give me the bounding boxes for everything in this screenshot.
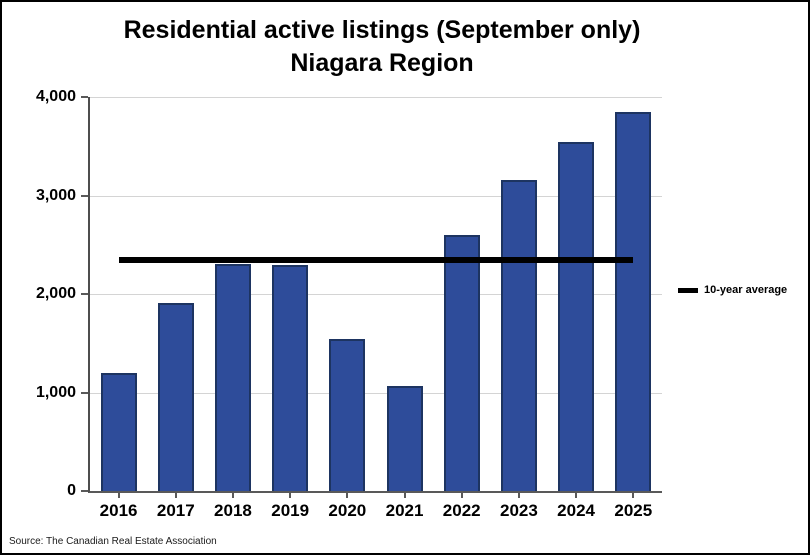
x-tick-2019 xyxy=(289,491,292,498)
bar-2016 xyxy=(100,372,137,491)
y-tick-label-0: 0 xyxy=(67,482,76,499)
x-tick-2023 xyxy=(517,491,520,498)
x-tick-label-2025: 2025 xyxy=(614,501,653,520)
bar-2018 xyxy=(214,264,251,491)
x-tick-2025 xyxy=(632,491,635,498)
chart-title: Residential active listings (September o… xyxy=(32,14,732,79)
y-tick-1000 xyxy=(81,391,88,394)
y-tick-label-2000: 2,000 xyxy=(35,285,76,302)
gridline-2000 xyxy=(90,294,662,295)
x-tick-label-2018: 2018 xyxy=(214,501,252,520)
x-axis-ticks xyxy=(90,491,662,498)
x-tick-label-2022: 2022 xyxy=(442,501,481,520)
average-line-legend-label: 10-year average xyxy=(704,284,788,296)
x-tick-label-2019: 2019 xyxy=(271,501,310,520)
legend: 10-year average xyxy=(678,284,787,296)
average-line xyxy=(118,256,634,263)
x-tick-label-2023: 2023 xyxy=(499,501,538,520)
x-tick-2021 xyxy=(403,491,406,498)
gridline-4000 xyxy=(90,97,662,98)
bar-2023 xyxy=(500,180,537,491)
x-tick-label-2017: 2017 xyxy=(156,501,195,520)
plot-area: 0 1,000 2,000 3,000 4,000 2016 2017 2018 2019 20… xyxy=(36,88,662,520)
bar-2024 xyxy=(558,142,595,491)
x-tick-label-2021: 2021 xyxy=(385,501,424,520)
chart-title-line1: Residential active listings (September o… xyxy=(123,16,641,44)
bar-2021 xyxy=(386,385,423,491)
bar-2022 xyxy=(443,234,480,491)
x-axis-labels: 2016 2017 2018 2019 2020 2021 2022 2023 2024 2025 xyxy=(90,501,662,521)
x-tick-label-2020: 2020 xyxy=(328,501,367,520)
bar-2020 xyxy=(329,338,366,491)
x-tick-2018 xyxy=(231,491,234,498)
y-tick-label-1000: 1,000 xyxy=(35,383,76,401)
x-tick-label-2024: 2024 xyxy=(557,501,595,520)
x-tick-label-2016: 2016 xyxy=(99,501,138,520)
gridline-1000 xyxy=(90,392,662,394)
gridline-3000 xyxy=(90,195,662,197)
x-tick-2024 xyxy=(575,491,578,498)
y-tick-label-3000: 3,000 xyxy=(35,186,76,204)
y-tick-label-4000: 4,000 xyxy=(35,88,76,105)
x-tick-2017 xyxy=(174,491,177,498)
x-tick-2020 xyxy=(346,491,349,498)
bar-2019 xyxy=(272,265,309,491)
y-tick-2000 xyxy=(81,293,88,295)
bar-2017 xyxy=(157,302,194,491)
y-tick-0 xyxy=(81,490,88,492)
chart-title-line2: Niagara Region xyxy=(290,48,474,77)
average-line-legend-swatch xyxy=(678,287,698,293)
bar-2025 xyxy=(615,112,652,491)
x-tick-2016 xyxy=(117,491,120,498)
bar-series xyxy=(90,97,662,491)
x-tick-2022 xyxy=(460,491,463,498)
y-tick-3000 xyxy=(81,194,88,197)
source-attribution: Source: The Canadian Real Estate Associa… xyxy=(9,536,217,547)
y-tick-4000 xyxy=(81,96,88,98)
